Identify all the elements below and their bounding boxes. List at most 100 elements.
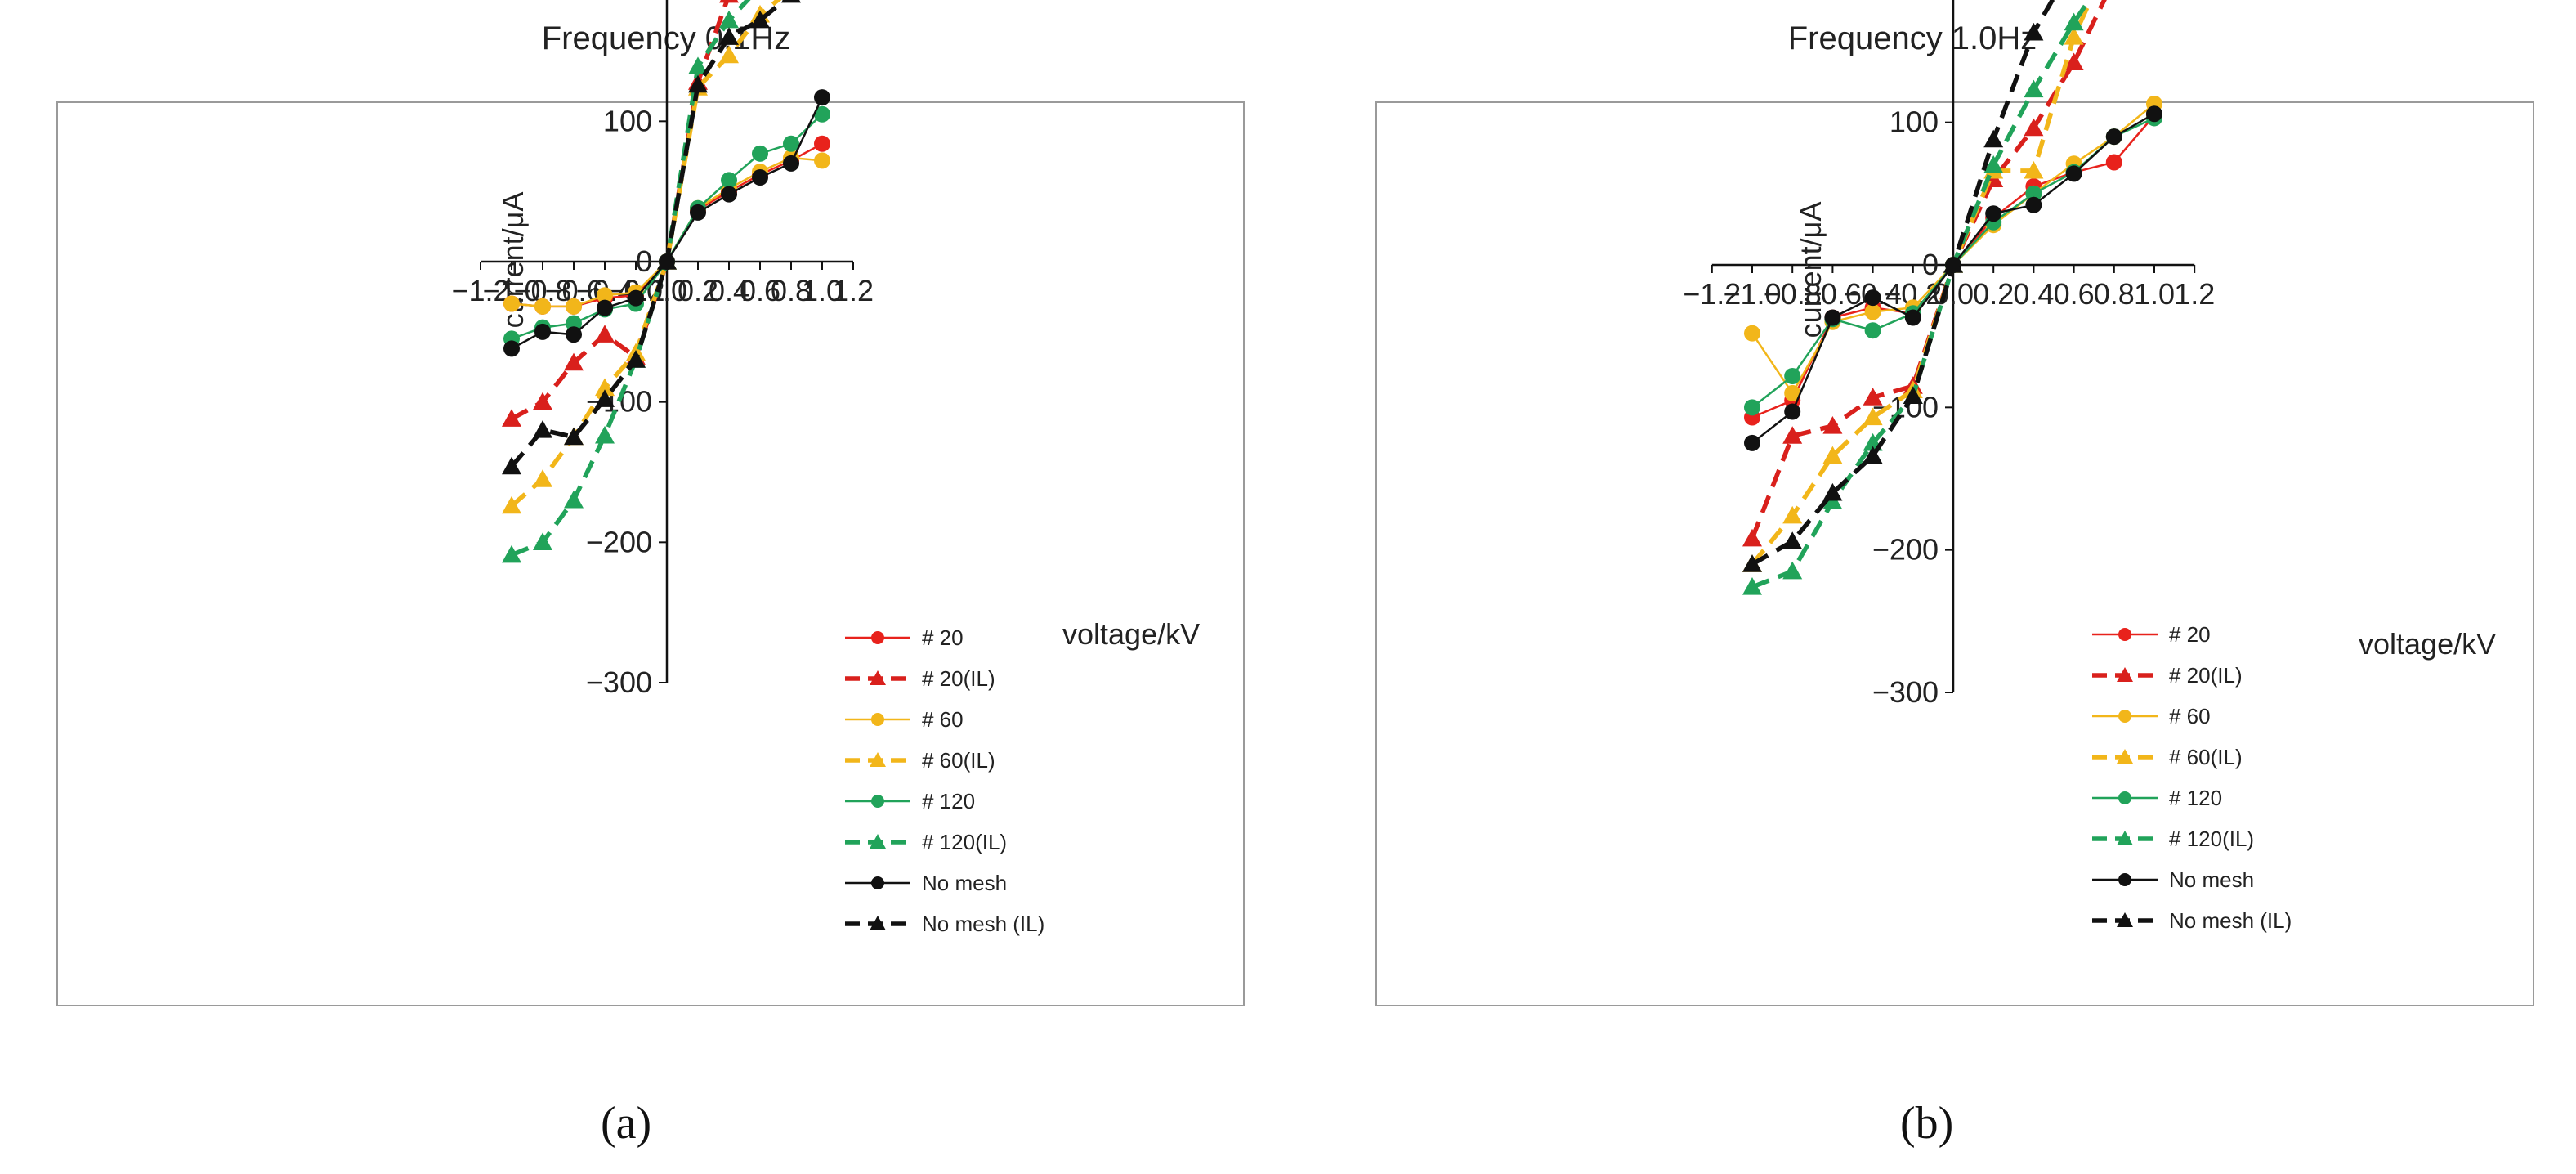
series-no-mesh-il-point	[1983, 129, 2004, 148]
series-60-il-point	[2064, 27, 2084, 45]
series-120-point	[814, 105, 830, 123]
plot-frame	[56, 101, 1245, 1006]
y-tick-label: 100	[1890, 105, 1939, 139]
series-no-mesh-il-point	[564, 427, 584, 446]
legend-marker	[2118, 873, 2131, 886]
y-tick-labels: −300−200−1000100200300	[586, 104, 652, 699]
chart-b: Frequency 1.0Hz −1.2−1.0−0.8−0.6−0.4−0.2…	[1375, 0, 2534, 1149]
series-no-mesh-point	[566, 326, 582, 343]
series-120-il-point	[502, 544, 521, 563]
legend-marker	[870, 834, 886, 849]
legend-label: No mesh	[922, 871, 1007, 895]
legend-marker	[871, 631, 884, 644]
x-tick-label: 0.8	[2094, 277, 2135, 311]
series-60-il-point	[533, 469, 552, 487]
series-no-mesh-point	[2065, 165, 2082, 182]
legend-label: # 120	[2169, 786, 2222, 810]
series-no-mesh-point	[1904, 309, 1921, 326]
x-tick-label: 0.4	[709, 274, 749, 307]
series-20-il-point	[1822, 415, 1843, 434]
legend-marker	[2117, 831, 2133, 845]
series-120-il-point	[688, 56, 708, 74]
series-20-il-point	[1742, 528, 1762, 547]
series-no-mesh-point	[1864, 289, 1881, 307]
x-tick-label: −1.0	[1723, 277, 1781, 311]
series-60-point	[597, 287, 613, 304]
series-no-mesh-point	[752, 168, 768, 186]
series-no-mesh-il-point	[1742, 554, 1762, 572]
legend-entry: # 60(IL)	[2092, 745, 2243, 769]
series-120-il-point	[1742, 576, 1762, 595]
series-120-point	[1784, 367, 1801, 384]
x-tick-label: 0.6	[2054, 277, 2095, 311]
legend-label: # 20(IL)	[2169, 663, 2243, 688]
legend-marker	[870, 752, 886, 767]
series-no-mesh-point	[1985, 205, 2002, 222]
legend-label: # 60(IL)	[2169, 745, 2243, 769]
series-no-mesh-il-point	[626, 350, 646, 368]
series-no-mesh-il-point	[1822, 482, 1843, 501]
chart-title: Frequency 1.0Hz	[1788, 20, 2037, 56]
series-120-point	[721, 172, 737, 189]
x-tick-label: 1.0	[802, 274, 843, 307]
series-no-mesh-il-point	[719, 27, 739, 45]
legend-marker	[2117, 912, 2133, 927]
series-20-point	[814, 135, 830, 152]
x-tick-label: −0.8	[1764, 277, 1822, 311]
series-60-il-point	[1822, 446, 1843, 464]
series-60-il-point	[502, 495, 521, 514]
series-no-mesh-point	[1744, 434, 1760, 451]
series-no-mesh-point	[2025, 196, 2042, 213]
series-60-point	[1744, 325, 1760, 342]
series-no-mesh-il-point	[533, 420, 552, 438]
series-no-mesh-point	[783, 155, 799, 172]
y-tick-label: 100	[603, 104, 652, 137]
series-60-il-point	[1782, 505, 1803, 524]
x-axis-title: voltage/kV	[1062, 617, 1200, 651]
series-120-il-point	[719, 10, 739, 29]
series-no-mesh-il-point	[1943, 255, 1963, 273]
x-tick-label: 1.0	[2134, 277, 2175, 311]
series-20-il-point	[2064, 52, 2084, 71]
series-20-point	[2105, 154, 2122, 171]
legend-marker	[2117, 749, 2133, 764]
series-no-mesh-point	[597, 299, 613, 316]
series-60-point	[503, 295, 520, 312]
series-no-mesh-il-point	[781, 0, 801, 3]
legend-label: # 120	[922, 789, 975, 813]
legend: # 20 # 20(IL) # 60 # 60(IL) # 120 # 120(IL) No…	[845, 625, 1044, 936]
series-120-point	[1864, 322, 1881, 339]
series-20-il-point	[1863, 388, 1883, 406]
legend-marker	[871, 713, 884, 726]
legend-marker	[2118, 628, 2131, 641]
legend-label: # 60	[922, 707, 964, 732]
y-tick-label: −300	[586, 665, 652, 699]
series-120-point	[783, 135, 799, 152]
series-60-point	[814, 152, 830, 169]
legend-entry: # 20(IL)	[2092, 663, 2243, 688]
series-20-il-point	[533, 392, 552, 410]
legend-label: # 60(IL)	[922, 748, 995, 773]
series-120-il-point	[2064, 12, 2084, 31]
legend-entry: No mesh	[2092, 867, 2254, 892]
x-tick-label: −1.2	[451, 274, 509, 307]
series-60-il-point	[595, 378, 615, 397]
series-no-mesh-il-point	[502, 456, 521, 475]
series-no-mesh-point	[721, 186, 737, 203]
legend-label: # 120(IL)	[922, 830, 1007, 854]
legend-marker	[2118, 710, 2131, 723]
series-20-il-point	[502, 409, 521, 427]
series-no-mesh-point	[628, 289, 644, 307]
x-tick-label: 1.2	[2174, 277, 2215, 311]
y-tick-label: 0	[636, 244, 652, 278]
legend-label: # 120(IL)	[2169, 827, 2254, 851]
x-axis-title: voltage/kV	[2359, 627, 2496, 661]
legend-entry: # 60	[2092, 704, 2211, 728]
series-no-mesh-il-point	[688, 74, 708, 93]
legend-entry: # 120	[2092, 786, 2222, 810]
legend-entry: No mesh (IL)	[845, 912, 1044, 936]
series-no-mesh-point	[2146, 105, 2162, 123]
y-tick-label: −300	[1872, 675, 1939, 709]
legend-label: No mesh	[2169, 867, 2254, 892]
